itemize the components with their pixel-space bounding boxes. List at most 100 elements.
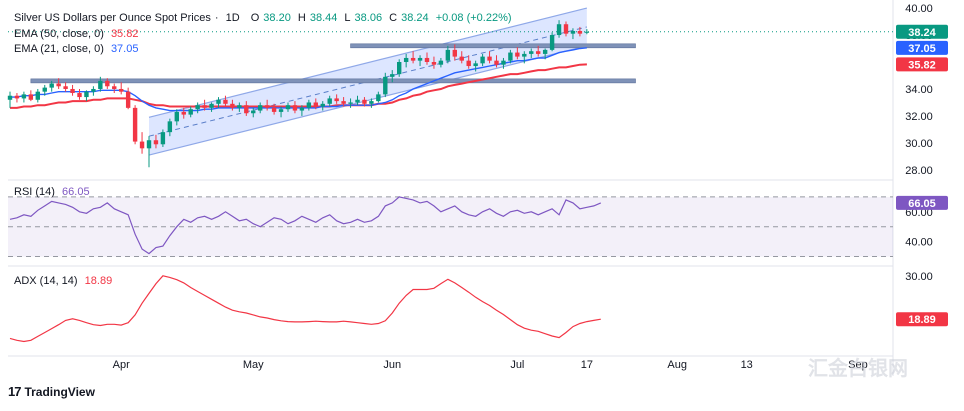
- time-tick-label: Apr: [113, 359, 130, 371]
- price-tick-label: 28.00: [905, 165, 933, 177]
- candle-body: [299, 107, 305, 111]
- candle: [21, 91, 27, 103]
- candle: [160, 129, 166, 147]
- candle-body: [7, 95, 13, 100]
- candle-body: [84, 91, 89, 98]
- candle-body: [105, 80, 110, 87]
- candle-body: [167, 121, 173, 133]
- rsi-legend[interactable]: RSI (14) 66.05: [14, 185, 94, 199]
- candle: [139, 132, 145, 154]
- horizontal-level-line: [350, 43, 636, 49]
- rsi-line: [9, 196, 602, 255]
- candle-body: [536, 51, 541, 54]
- ema21-value: 37.05: [110, 43, 139, 55]
- candle: [327, 95, 332, 107]
- candle: [410, 51, 416, 64]
- candle: [56, 78, 61, 89]
- high-value: 38.44: [309, 12, 338, 24]
- candle: [536, 45, 541, 57]
- candle-body: [549, 35, 555, 50]
- candle: [494, 55, 499, 68]
- candle-body: [438, 60, 444, 65]
- candle-body: [515, 52, 520, 57]
- tradingview-mark-icon: 17: [8, 384, 22, 399]
- adx-tick-label: 30.00: [905, 271, 933, 283]
- candle: [63, 82, 68, 92]
- price-tick-label: 40.00: [905, 3, 933, 15]
- candle: [522, 51, 527, 64]
- candle-body: [487, 56, 492, 61]
- candle-body: [522, 53, 527, 57]
- candle: [584, 29, 590, 35]
- candle-body: [195, 105, 200, 110]
- candle: [563, 21, 569, 37]
- ema50-value: 35.82: [110, 28, 139, 40]
- candle: [480, 53, 485, 67]
- adx-label: ADX (14, 14): [14, 275, 78, 287]
- candle-body: [397, 62, 402, 75]
- candle: [549, 32, 555, 52]
- time-tick-label: Sep: [848, 359, 868, 371]
- candle: [501, 57, 506, 69]
- candle: [77, 88, 82, 100]
- regression-channel-lower-line: [148, 45, 587, 156]
- price-tick-label: 34.00: [905, 84, 933, 96]
- candle-body: [258, 105, 263, 111]
- candle-body: [529, 51, 534, 54]
- interval-label[interactable]: 1D: [225, 12, 240, 24]
- candle-body: [341, 101, 346, 104]
- symbol-name[interactable]: Silver US Dollars per Ounce Spot Prices: [14, 12, 211, 24]
- candle: [376, 91, 381, 103]
- candle-body: [383, 76, 388, 95]
- candle-body: [410, 57, 416, 61]
- rsi-value: 66.05: [62, 186, 90, 198]
- candle: [49, 80, 54, 92]
- ema21-legend[interactable]: EMA (21, close, 0) 37.05: [14, 42, 142, 56]
- candle-body: [14, 95, 20, 99]
- candle: [84, 90, 89, 102]
- tradingview-logo[interactable]: 17 TradingView: [8, 384, 95, 399]
- time-tick-label: Jun: [383, 359, 401, 371]
- candle: [216, 97, 221, 108]
- ema50-legend[interactable]: EMA (50, close, 0) 35.82: [14, 27, 142, 41]
- candle-body: [501, 60, 506, 65]
- rsi-label: RSI (14): [14, 186, 55, 198]
- candle-body: [313, 102, 318, 107]
- candle: [369, 98, 374, 108]
- close-value: 38.24: [401, 12, 429, 24]
- candle: [292, 101, 298, 114]
- candle-body: [473, 63, 478, 67]
- rsi-value-tag: 66.05: [908, 198, 936, 210]
- adx-legend[interactable]: ADX (14, 14) 18.89: [14, 274, 116, 288]
- candle-body: [153, 140, 159, 145]
- candle-body: [188, 109, 193, 115]
- candle-body: [542, 49, 548, 54]
- candle: [70, 84, 75, 96]
- candle-body: [320, 103, 325, 107]
- time-tick-label: Aug: [667, 359, 687, 371]
- candle: [320, 101, 325, 111]
- candle: [473, 60, 478, 72]
- candle: [397, 59, 402, 77]
- candle: [258, 102, 263, 114]
- candle-body: [292, 105, 298, 111]
- candle-body: [369, 101, 374, 104]
- candle: [529, 48, 534, 58]
- candle-body: [209, 103, 214, 108]
- candle-body: [119, 88, 124, 92]
- candle: [195, 102, 200, 114]
- candle-body: [271, 107, 277, 112]
- candle-body: [181, 111, 186, 115]
- candle: [167, 118, 173, 137]
- candle-body: [403, 57, 409, 62]
- candle: [230, 99, 235, 111]
- candle: [14, 93, 20, 103]
- candle: [28, 90, 34, 102]
- candle-body: [35, 91, 40, 100]
- candle: [251, 107, 256, 118]
- ema21-price-tag-bg: [896, 40, 948, 55]
- last-price-tag: 38.24: [908, 27, 936, 39]
- candle-body: [278, 109, 284, 112]
- candle-body: [431, 62, 437, 65]
